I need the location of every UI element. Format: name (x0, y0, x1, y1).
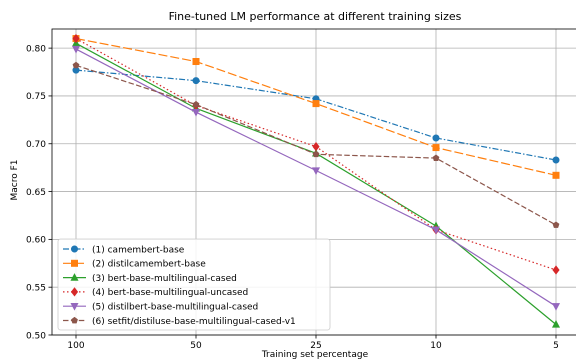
legend-marker (70, 287, 79, 297)
y-tick-label: 0.60 (26, 236, 46, 246)
legend-label: (2) distilcamembert-base (92, 260, 206, 270)
data-point (191, 109, 201, 117)
y-tick-label: 0.70 (26, 140, 46, 150)
y-tick-label: 0.65 (26, 188, 46, 198)
x-tick-label: 100 (67, 341, 84, 351)
x-axis-label: Training set percentage (261, 350, 369, 360)
legend-label: (6) setfit/distiluse-base-multilingual-c… (92, 317, 296, 327)
data-point (312, 100, 320, 108)
axis-ticks: 0.50 0.55 0.60 0.65 0.70 0.75 0.80 100 50 25 10 5 (26, 44, 559, 351)
legend: (1) camembert-base (2) distilcamembert-ba… (57, 238, 331, 331)
legend-label: (1) camembert-base (92, 245, 185, 255)
data-point (552, 221, 560, 228)
legend-marker (71, 316, 78, 324)
data-point (71, 45, 81, 54)
data-point (432, 154, 440, 161)
legend-label: (5) distilbert-base-multilingual-cased (92, 303, 258, 313)
y-tick-label: 0.80 (26, 44, 46, 54)
legend-marker (70, 303, 79, 311)
data-point (432, 144, 440, 152)
legend-box (57, 238, 331, 331)
data-point (312, 150, 320, 158)
legend-marker (70, 273, 79, 281)
x-tick-label: 5 (553, 341, 559, 351)
data-point (552, 265, 560, 275)
x-tick-label: 25 (310, 341, 321, 351)
data-point (72, 61, 80, 69)
legend-label: (4) bert-base-multilingual-uncased (92, 288, 248, 298)
x-tick-label: 10 (430, 341, 442, 351)
y-tick-label: 0.50 (26, 331, 46, 341)
data-point (551, 319, 561, 328)
legend-marker (71, 259, 79, 267)
x-tick-label: 50 (190, 341, 202, 351)
data-point (192, 58, 200, 66)
data-point (192, 100, 200, 108)
series-6 (72, 61, 560, 228)
data-point (72, 33, 80, 44)
data-point (552, 156, 560, 164)
chart-title: Fine-tuned LM performance at different t… (169, 10, 462, 23)
data-point (431, 226, 441, 235)
y-axis-label: Macro F1 (10, 159, 20, 200)
data-point (551, 303, 561, 311)
legend-label: (3) bert-base-multilingual-cased (92, 274, 237, 284)
data-point (192, 77, 200, 85)
legend-marker (71, 245, 79, 253)
y-tick-label: 0.75 (26, 92, 46, 102)
data-point (311, 167, 321, 176)
y-tick-label: 0.55 (26, 283, 46, 293)
plot-series (71, 33, 561, 328)
data-point (552, 171, 560, 179)
plot-frame (51, 28, 576, 336)
series-1 (72, 66, 560, 164)
data-point (432, 134, 440, 142)
